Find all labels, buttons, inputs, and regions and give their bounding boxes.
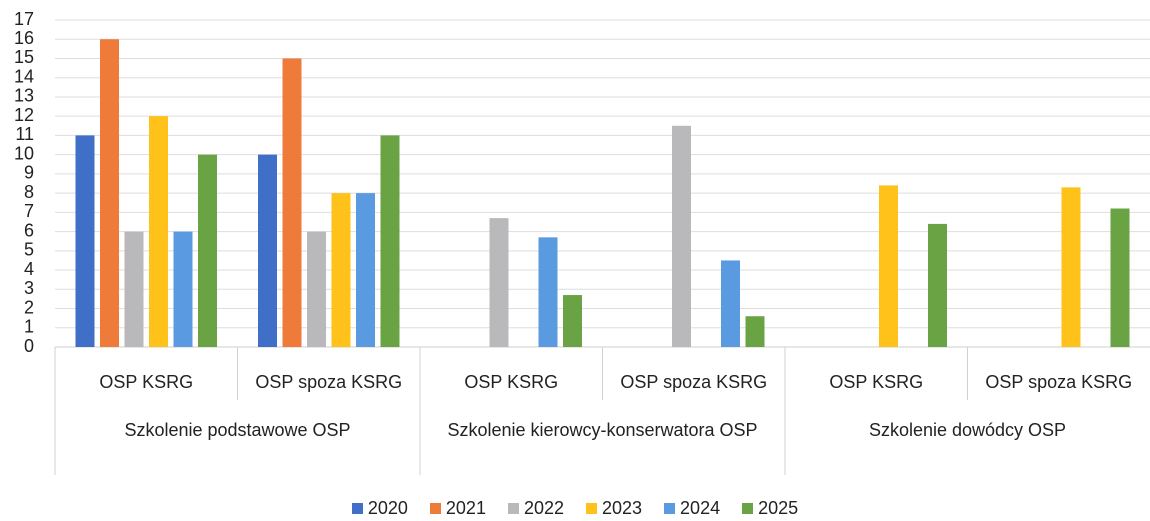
legend-item: 2024 — [664, 498, 720, 519]
y-tick-label: 5 — [24, 240, 34, 260]
legend-swatch — [351, 503, 363, 514]
legend-swatch — [586, 503, 597, 514]
group-label: Szkolenie kierowcy-konserwatora OSP — [447, 420, 758, 440]
bar — [380, 135, 400, 347]
bar — [1110, 208, 1130, 347]
bar — [258, 154, 277, 347]
group-label: Szkolenie podstawowe OSP — [124, 420, 351, 440]
legend-item: 2023 — [586, 498, 642, 519]
bar — [928, 223, 947, 347]
bar — [1061, 187, 1081, 347]
group-label: Szkolenie dowódcy OSP — [868, 420, 1067, 440]
legend-item: 2022 — [507, 498, 564, 519]
bar — [75, 135, 95, 347]
y-tick-label: 17 — [14, 9, 34, 29]
legend-label: 2020 — [367, 498, 408, 518]
legend-item: 2020 — [351, 498, 408, 519]
bar — [282, 58, 302, 348]
y-tick-label: 12 — [14, 105, 34, 125]
bar — [198, 154, 217, 347]
bar — [356, 193, 375, 347]
y-tick-label: 15 — [14, 47, 34, 67]
bar — [745, 316, 765, 347]
y-tick-label: 10 — [14, 143, 34, 163]
y-tick-label: 16 — [14, 28, 34, 48]
bar — [124, 231, 144, 347]
x-tick-label: OSP spoza KSRG — [620, 372, 767, 392]
legend-label: 2022 — [523, 498, 564, 518]
y-tick-label: 9 — [24, 163, 34, 183]
bar — [307, 231, 326, 347]
y-tick-label: 7 — [24, 201, 34, 221]
bar — [721, 260, 740, 347]
legend-label: 2024 — [680, 498, 721, 518]
legend-label: 2023 — [602, 498, 643, 518]
y-tick-label: 1 — [24, 317, 34, 337]
legend-swatch — [664, 503, 676, 514]
legend-swatch — [507, 503, 519, 514]
y-tick-label: 0 — [24, 336, 34, 356]
legend-label: 2021 — [445, 498, 486, 518]
bar — [879, 185, 898, 347]
bar — [173, 231, 193, 347]
bar — [100, 39, 119, 348]
y-tick-label: 11 — [15, 124, 34, 144]
legend-label: 2025 — [758, 498, 799, 518]
x-tick-label: OSP KSRG — [99, 372, 193, 392]
y-tick-label: 8 — [24, 182, 34, 202]
legend-swatch — [429, 503, 441, 514]
bar — [331, 193, 351, 347]
bar — [538, 237, 558, 347]
legend-item: 2025 — [742, 498, 798, 519]
y-tick-label: 4 — [24, 259, 34, 279]
y-tick-label: 2 — [24, 297, 34, 317]
bar — [563, 295, 582, 347]
y-tick-label: 14 — [14, 66, 34, 86]
y-tick-label: 6 — [24, 220, 34, 240]
legend-swatch — [742, 503, 754, 514]
bar — [489, 218, 509, 347]
legend: 2020 2021 2022 2023 2024 2025 — [0, 498, 1150, 519]
bar — [672, 125, 691, 347]
x-tick-label: OSP spoza KSRG — [255, 372, 402, 392]
y-tick-label: 3 — [24, 278, 34, 298]
x-tick-label: OSP KSRG — [464, 372, 558, 392]
legend-item: 2021 — [429, 498, 486, 519]
x-tick-label: OSP spoza KSRG — [985, 372, 1132, 392]
y-tick-label: 13 — [14, 86, 34, 106]
x-tick-label: OSP KSRG — [829, 372, 923, 392]
bar — [149, 116, 168, 347]
